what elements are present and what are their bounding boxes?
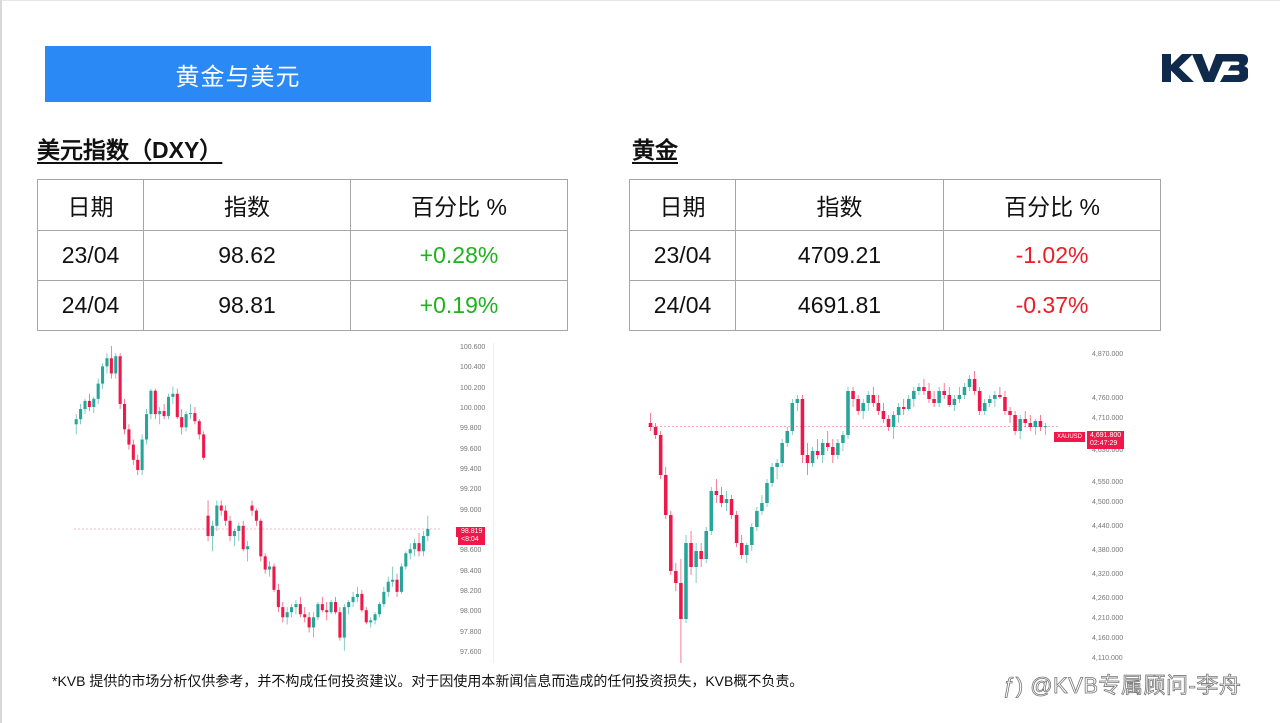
axis-tick-label: 99.000 bbox=[460, 506, 482, 514]
axis-tick-label: 4,320.000 bbox=[1092, 571, 1124, 578]
col-header-percent: 百分比 % bbox=[943, 179, 1161, 231]
axis-tick-label: 4,870.000 bbox=[1092, 351, 1124, 358]
dxy-last-price: 98.819 bbox=[461, 528, 483, 535]
dxy-countdown: <8:04 bbox=[461, 536, 479, 543]
axis-tick-label: 99.400 bbox=[460, 465, 482, 473]
cell-value: 98.81 bbox=[143, 280, 351, 331]
axis-tick-label: 4,440.000 bbox=[1092, 523, 1124, 530]
axis-tick-label: 97.800 bbox=[460, 628, 482, 636]
table-row: 23/04 4709.21 -1.02% bbox=[629, 230, 1161, 281]
gold-candlestick-chart[interactable]: 4,870.000 4,760.000 4,710.000 4,630.000 4,55… bbox=[640, 343, 1140, 663]
gold-last-price: 4,691.800 bbox=[1090, 432, 1122, 439]
axis-tick-label: 98.000 bbox=[460, 608, 482, 616]
axis-tick-label: 100.200 bbox=[460, 384, 486, 392]
axis-tick-label: 4,110.000 bbox=[1092, 655, 1123, 662]
gold-table: 日期 指数 百分比 % 23/04 4709.21 -1.02% 24/04 4… bbox=[629, 179, 1161, 331]
dxy-price-tag: 98.819 <8:04 bbox=[458, 527, 486, 545]
col-header-index: 指数 bbox=[143, 179, 351, 231]
cell-value: 4691.81 bbox=[735, 280, 944, 331]
gold-price-tag: 4,691.800 02:47:29 bbox=[1087, 431, 1125, 449]
cell-change: -1.02% bbox=[943, 230, 1161, 281]
cell-value: 4709.21 bbox=[735, 230, 944, 281]
axis-tick-label: 98.200 bbox=[460, 587, 482, 595]
axis-tick-label: 4,550.000 bbox=[1092, 479, 1124, 486]
axis-tick-label: 4,260.000 bbox=[1092, 595, 1124, 602]
dxy-section-title: 美元指数（DXY） bbox=[37, 137, 223, 163]
author-watermark: ƒ) @KVB专属顾问-李舟 bbox=[1003, 668, 1242, 700]
cell-date: 24/04 bbox=[629, 280, 736, 331]
gold-section-title: 黄金 bbox=[632, 137, 678, 163]
dxy-axis-separator bbox=[493, 343, 494, 663]
table-header-row: 日期 指数 百分比 % bbox=[37, 179, 568, 231]
gold-countdown: 02:47:29 bbox=[1090, 440, 1118, 447]
axis-tick-label: 4,500.000 bbox=[1092, 499, 1124, 506]
watermark-text: @KVB专属顾问-李舟 bbox=[1030, 673, 1242, 699]
col-header-index: 指数 bbox=[735, 179, 944, 231]
axis-tick-label: 100.400 bbox=[460, 364, 486, 372]
table-row: 24/04 98.81 +0.19% bbox=[37, 280, 568, 331]
axis-tick-label: 4,160.000 bbox=[1092, 635, 1124, 642]
col-header-date: 日期 bbox=[37, 179, 144, 231]
cell-value: 98.62 bbox=[143, 230, 351, 281]
cell-date: 23/04 bbox=[629, 230, 736, 281]
dxy-table: 日期 指数 百分比 % 23/04 98.62 +0.28% 24/04 98.… bbox=[37, 179, 568, 331]
gold-plot-area bbox=[648, 371, 1058, 663]
axis-tick-label: 99.800 bbox=[460, 425, 482, 433]
cell-change: +0.19% bbox=[350, 280, 568, 331]
dxy-candlestick-chart[interactable]: 100.600 100.400 100.200 100.000 99.800 99.600… bbox=[38, 343, 498, 663]
table-row: 24/04 4691.81 -0.37% bbox=[629, 280, 1161, 331]
table-row: 23/04 98.62 +0.28% bbox=[37, 230, 568, 281]
gold-symbol-tag: XAUUSD bbox=[1054, 432, 1086, 442]
axis-tick-label: 99.200 bbox=[460, 486, 482, 494]
axis-tick-label: 98.600 bbox=[460, 547, 482, 555]
col-header-percent: 百分比 % bbox=[350, 179, 568, 231]
disclaimer-text: *KVB 提供的市场分析仅供参考，并不构成任何投资建议。对于因使用本新闻信息而造… bbox=[52, 673, 804, 689]
axis-tick-label: 100.000 bbox=[460, 405, 486, 413]
banner-title-text: 黄金与美元 bbox=[175, 63, 301, 91]
axis-tick-label: 4,710.000 bbox=[1092, 415, 1124, 422]
cell-change: +0.28% bbox=[350, 230, 568, 281]
table-header-row: 日期 指数 百分比 % bbox=[629, 179, 1161, 231]
watermark-logo-icon: ƒ) bbox=[1003, 673, 1031, 699]
banner-title: 黄金与美元 bbox=[45, 46, 431, 102]
axis-tick-label: 97.600 bbox=[460, 648, 482, 656]
axis-tick-label: 4,210.000 bbox=[1092, 615, 1124, 622]
axis-tick-label: 4,630.000 bbox=[1092, 447, 1124, 454]
axis-tick-label: 4,380.000 bbox=[1092, 547, 1124, 554]
dxy-plot-area bbox=[74, 346, 440, 651]
axis-tick-label: 4,760.000 bbox=[1092, 395, 1124, 402]
axis-tick-label: 98.400 bbox=[460, 567, 482, 575]
col-header-date: 日期 bbox=[629, 179, 736, 231]
kvb-logo bbox=[1162, 54, 1248, 82]
cell-date: 24/04 bbox=[37, 280, 144, 331]
axis-tick-label: 100.600 bbox=[460, 344, 486, 352]
cell-change: -0.37% bbox=[943, 280, 1161, 331]
axis-tick-label: 99.600 bbox=[460, 445, 482, 453]
cell-date: 23/04 bbox=[37, 230, 144, 281]
